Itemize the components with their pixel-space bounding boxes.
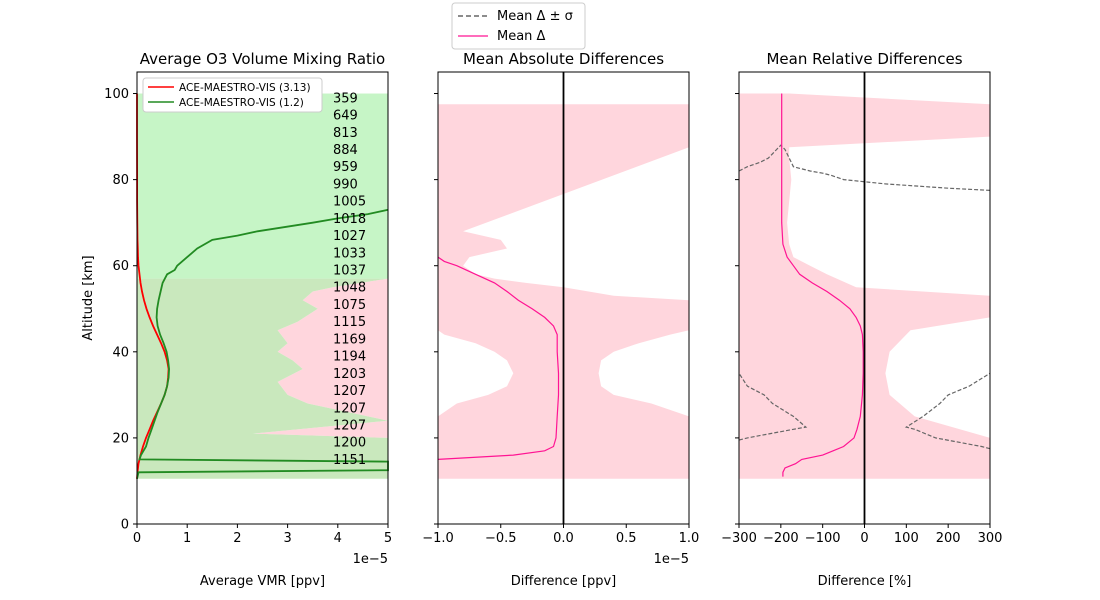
count-label-9: 1033 — [333, 246, 366, 261]
figure-legend-frame — [451, 2, 586, 50]
rel-sigma-upper_left — [738, 144, 991, 191]
x-tick-label-2-3: 0 — [860, 531, 868, 546]
x-tick-label-2-1: −200 — [763, 531, 799, 546]
panel-abs: Mean Absolute Differences Difference [pp… — [422, 50, 699, 589]
x-tick-label-0-3: 3 — [283, 531, 291, 546]
x-tick-label-1-0: −1.0 — [422, 531, 454, 546]
panel-vmr-legend: ACE-MAESTRO-VIS (3.13) ACE-MAESTRO-VIS (… — [142, 77, 323, 113]
panel-abs-offset: 1e−5 — [654, 552, 689, 567]
rel-sigma-right — [904, 372, 991, 450]
panel-vmr-ylabel: Altitude [km] — [81, 255, 96, 340]
count-label-14: 1169 — [333, 332, 366, 347]
panel-rel-title: Mean Relative Differences — [766, 50, 962, 68]
x-tick-label-1-3: 0.5 — [616, 531, 637, 546]
count-label-15: 1194 — [333, 350, 366, 365]
y-tick-label-0-3: 60 — [112, 259, 129, 274]
count-label-11: 1048 — [333, 281, 366, 296]
count-label-2: 813 — [333, 126, 358, 141]
rel-mean-line — [781, 93, 864, 477]
panel-abs-plot — [437, 72, 689, 524]
legend-mean-label: Mean Δ — [497, 29, 546, 44]
count-label-1: 649 — [333, 109, 358, 124]
rel-sigma-left — [738, 372, 808, 441]
panel-vmr: Average O3 Volume Mixing Ratio Altitude … — [81, 50, 392, 589]
series-line-0 — [136, 93, 170, 479]
count-label-5: 990 — [333, 177, 358, 192]
x-tick-label-0-4: 4 — [334, 531, 342, 546]
figure-legend: Mean Δ ± σ Mean Δ — [451, 2, 586, 50]
panel-vmr-offset: 1e−5 — [353, 552, 388, 567]
plot-frame-0 — [136, 71, 389, 525]
panel-vmr-axes: 0 1 2 3 4 5 0 20 40 60 80 100 — [104, 71, 392, 546]
panel-vmr-title: Average O3 Volume Mixing Ratio — [140, 50, 386, 68]
count-label-4: 959 — [333, 160, 358, 175]
x-tick-label-2-0: −300 — [721, 531, 757, 546]
legend-v313-label: ACE-MAESTRO-VIS (3.13) — [179, 82, 311, 94]
count-label-20: 1200 — [333, 436, 366, 451]
x-tick-label-0-0: 0 — [133, 531, 141, 546]
legend-sigma-label: Mean Δ ± σ — [497, 9, 573, 24]
x-tick-label-0-1: 1 — [183, 531, 191, 546]
count-label-17: 1207 — [333, 384, 366, 399]
panel-rel-axes: −300 −200 −100 0 100 200 300 — [721, 71, 1003, 546]
y-tick-label-0-1: 20 — [112, 431, 129, 446]
count-label-18: 1207 — [333, 401, 366, 416]
x-tick-label-0-5: 5 — [384, 531, 392, 546]
panel-abs-title: Mean Absolute Differences — [463, 50, 664, 68]
panel-vmr-lines — [136, 93, 389, 480]
panel-abs-axes: −1.0 −0.5 0.0 0.5 1.0 — [422, 71, 700, 546]
panel-vmr-legend-frame — [142, 77, 323, 113]
panel-rel: Mean Relative Differences Difference [%]… — [721, 50, 1002, 589]
count-label-19: 1207 — [333, 418, 366, 433]
coverage-fill-v313 — [252, 278, 388, 479]
abs-mean-line — [437, 256, 560, 460]
count-label-7: 1018 — [333, 212, 366, 227]
y-tick-label-0-5: 100 — [104, 87, 129, 102]
count-label-10: 1037 — [333, 264, 366, 279]
x-tick-label-0-2: 2 — [233, 531, 241, 546]
x-tick-label-2-4: 100 — [894, 531, 919, 546]
count-label-16: 1203 — [333, 367, 366, 382]
count-label-12: 1075 — [333, 298, 366, 313]
panel-rel-plot — [738, 72, 991, 524]
legend-v12-label: ACE-MAESTRO-VIS (1.2) — [179, 97, 304, 109]
rel-band — [739, 93, 990, 479]
panel-vmr-counts: 359 649 813 884 959 990 1005 1018 1027 1033 1037 10… — [333, 91, 366, 468]
x-tick-label-1-2: 0.0 — [553, 531, 574, 546]
x-tick-label-2-2: −100 — [805, 531, 841, 546]
y-tick-label-0-2: 40 — [112, 345, 129, 360]
x-tick-label-2-6: 300 — [978, 531, 1003, 546]
y-tick-label-0-4: 80 — [112, 173, 129, 188]
coverage-fill-v12-upper — [137, 93, 388, 279]
count-label-13: 1115 — [333, 315, 366, 330]
panel-vmr-xlabel: Average VMR [ppv] — [200, 574, 325, 589]
panel-vmr-fills — [137, 93, 388, 479]
y-tick-label-0-0: 0 — [121, 518, 129, 533]
coverage-fill-overlap — [137, 278, 388, 479]
series-line-1 — [136, 208, 389, 480]
count-label-0: 359 — [333, 91, 358, 106]
count-label-6: 1005 — [333, 195, 366, 210]
x-tick-label-2-5: 200 — [936, 531, 961, 546]
count-label-8: 1027 — [333, 229, 366, 244]
panel-rel-xlabel: Difference [%] — [818, 574, 912, 589]
count-label-21: 1151 — [333, 453, 366, 468]
x-tick-label-1-4: 1.0 — [679, 531, 700, 546]
panel-abs-xlabel: Difference [ppv] — [511, 574, 617, 589]
count-label-3: 884 — [333, 143, 358, 158]
x-tick-label-1-1: −0.5 — [485, 531, 517, 546]
